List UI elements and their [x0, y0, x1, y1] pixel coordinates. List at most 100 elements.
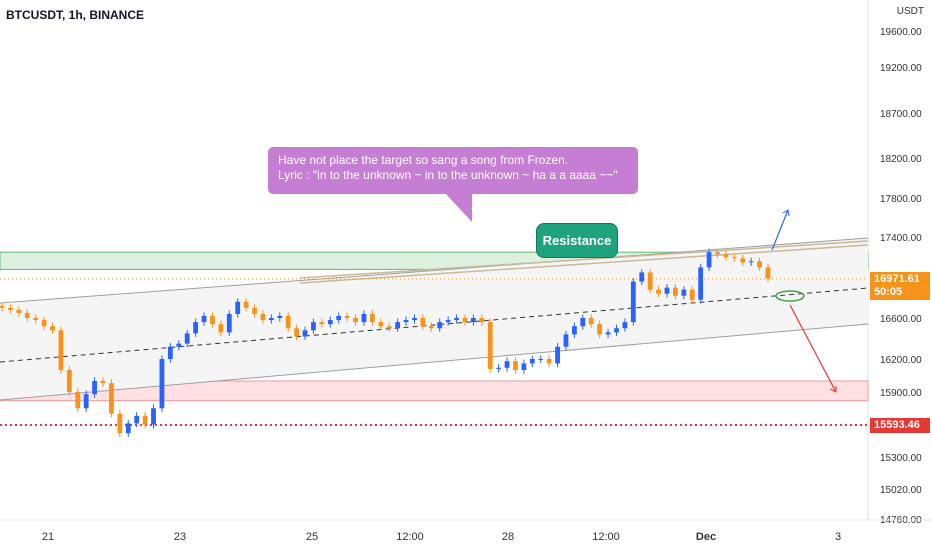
candle-body	[8, 307, 13, 310]
candle-body	[369, 313, 375, 323]
candle-body	[378, 322, 384, 327]
y-tick-label: 19200.00	[880, 63, 922, 74]
candle-body	[698, 267, 704, 300]
y-tick-label: 18700.00	[880, 109, 922, 120]
annotation-tail	[445, 193, 472, 222]
resistance-label[interactable]: Resistance	[536, 223, 618, 258]
candle-body	[336, 315, 342, 321]
candle-body	[0, 305, 5, 308]
y-tick-label: 18200.00	[880, 154, 922, 165]
annotation-note[interactable]: Have not place the target so sang a song…	[268, 147, 638, 194]
candle-body	[639, 272, 645, 282]
candle-body	[24, 312, 30, 318]
candle-body	[243, 301, 249, 308]
chart-title: BTCUSDT, 1h, BINANCE	[6, 8, 145, 22]
candle-body	[344, 315, 350, 318]
candle-body	[50, 326, 55, 331]
candle-body	[184, 333, 190, 344]
support-zone	[0, 380, 869, 402]
candle-body	[689, 289, 695, 300]
y-tick-label: 15900.00	[880, 388, 922, 399]
candle-body	[715, 252, 720, 255]
candle-body	[151, 408, 156, 425]
candle-body	[100, 381, 106, 384]
candle-body	[571, 326, 577, 335]
candle-body	[437, 322, 443, 329]
candle-body	[403, 320, 409, 323]
candle-body	[311, 322, 316, 331]
candle-body	[555, 346, 560, 364]
candle-body	[159, 359, 165, 409]
x-tick-label: 12:00	[592, 531, 620, 543]
candle-body	[496, 367, 502, 369]
candle-body	[470, 318, 476, 323]
candle-body	[125, 423, 131, 434]
candle-body	[193, 322, 199, 334]
candle-body	[479, 318, 485, 323]
bar-countdown: 50:05	[874, 286, 903, 298]
bearish-arrow	[789, 304, 837, 393]
candle-body	[134, 415, 140, 424]
candle-body	[361, 313, 367, 323]
annotation-line-2: Lyric : "in to the unknown ~ in to the u…	[278, 168, 618, 182]
candle-body	[647, 272, 653, 290]
candle-body	[260, 313, 266, 321]
x-tick-label: 23	[174, 531, 186, 543]
candle-body	[723, 254, 729, 258]
candle-body	[513, 361, 518, 370]
candle-body	[614, 328, 619, 333]
x-tick-label: 28	[502, 531, 514, 543]
candle-body	[41, 320, 47, 327]
x-tick-label: 12:00	[396, 531, 424, 543]
candle-body	[327, 320, 333, 325]
candle-body	[538, 359, 544, 360]
candle-body	[757, 261, 762, 268]
candle-body	[681, 289, 687, 296]
support-price-tag: 15593.46	[870, 418, 930, 433]
annotation-line-1: Have not place the target so sang a song…	[278, 153, 569, 167]
candle-body	[218, 324, 224, 333]
y-tick-label: 16600.00	[880, 314, 922, 325]
candle-body	[210, 315, 215, 325]
candle-body	[765, 267, 771, 279]
candle-body	[622, 322, 628, 329]
candle-body	[176, 343, 182, 347]
candle-body	[75, 392, 81, 409]
channel-lower-line	[0, 323, 869, 401]
candle-body	[420, 318, 426, 327]
candle-body	[252, 307, 257, 314]
candle-body	[319, 322, 325, 325]
candle-body	[268, 318, 274, 321]
y-tick-label: 15300.00	[880, 453, 922, 464]
candle-body	[167, 346, 173, 359]
y-tick-label: 15020.00	[880, 485, 922, 496]
candle-body	[731, 257, 737, 259]
candle-body	[285, 315, 291, 329]
x-tick-label: Dec	[696, 531, 716, 543]
candle-body	[235, 301, 241, 314]
candle-body	[142, 415, 148, 425]
candle-body	[294, 328, 300, 337]
candle-body	[664, 287, 670, 294]
y-axis-unit-label: USDT	[896, 6, 924, 17]
retest-ellipse	[775, 290, 805, 302]
x-tick-label: 3	[835, 531, 841, 543]
candle-body	[83, 394, 89, 409]
bullish-arrow	[771, 209, 789, 251]
candle-body	[226, 313, 232, 333]
candle-body	[16, 309, 22, 313]
channel-upper-line	[0, 237, 869, 304]
candle-body	[117, 413, 123, 434]
candle-body	[33, 318, 39, 321]
candle-body	[605, 332, 611, 335]
candle-body	[706, 252, 712, 268]
x-tick-label: 25	[306, 531, 318, 543]
y-tick-label: 16200.00	[880, 355, 922, 366]
candle-body	[454, 318, 459, 321]
candle-body	[748, 261, 754, 263]
bearish-arrowhead	[829, 386, 837, 393]
trendline-tan-2	[299, 244, 869, 284]
candle-body	[277, 315, 283, 318]
